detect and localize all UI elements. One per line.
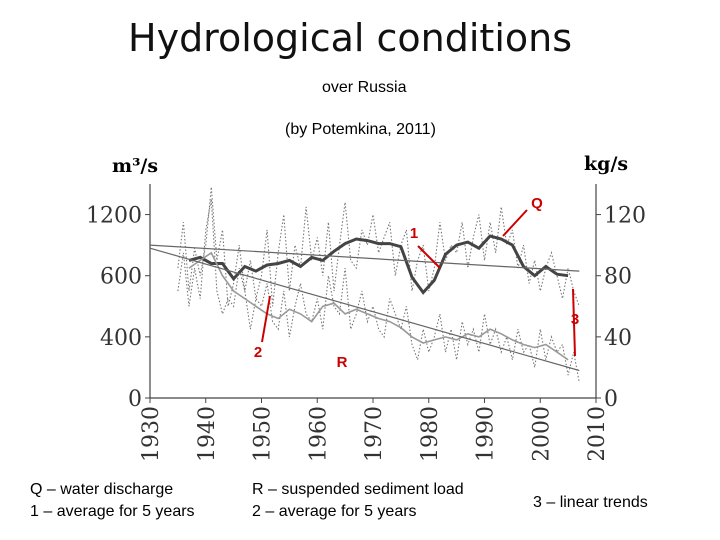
y-tick-label: 0 — [128, 387, 142, 412]
y2-axis-label: kg/s — [584, 153, 628, 175]
series-line-6 — [149, 247, 580, 372]
series-line-4 — [188, 251, 569, 361]
page-subtitle: over Russia — [322, 79, 407, 96]
x-tick-label: 1930 — [139, 406, 164, 460]
annotation-leader-3 — [572, 288, 576, 357]
annotation-label-2: 2 — [254, 344, 262, 361]
series-line-2 — [177, 199, 580, 383]
annotation-label-r: R — [337, 354, 348, 371]
x-tick-label: 1960 — [306, 406, 331, 460]
annotation-label-q: Q — [531, 195, 543, 212]
annotation-layer: Q 1 2 R 3 — [254, 195, 579, 371]
x-tick-label: 2000 — [529, 406, 554, 460]
x-tick-label: 1970 — [362, 406, 387, 460]
y2-tick-label: 40 — [604, 326, 632, 351]
x-tick-label: 2010 — [585, 406, 610, 460]
source-citation: (by Potemkina, 2011) — [285, 121, 436, 138]
annotation-leader-q — [502, 209, 528, 237]
x-tick-label: 1950 — [251, 406, 276, 460]
legend-note-q: Q – water discharge — [30, 481, 174, 498]
annotation-label-1: 1 — [410, 225, 418, 242]
annotation-leader-1 — [417, 245, 441, 269]
y-tick-label: 600 — [100, 265, 142, 290]
page-title: Hydrological conditions — [128, 16, 573, 60]
x-tick-label: 1990 — [474, 406, 499, 460]
y-axis-label: m³/s — [112, 155, 158, 177]
series-line-1 — [177, 187, 580, 307]
y-tick-label: 400 — [100, 326, 142, 351]
legend-note-r: R – suspended sediment load — [252, 481, 464, 498]
legend-note-middle: R – suspended sediment load 2 – average … — [252, 479, 464, 523]
series-line-3 — [188, 234, 569, 295]
annotation-label-3: 3 — [571, 311, 579, 328]
y2-tick-label: 80 — [604, 265, 632, 290]
annotation-leader-2 — [261, 295, 271, 343]
y-tick-label: 1200 — [86, 204, 142, 229]
x-tick-label: 1940 — [195, 406, 220, 460]
legend-note-3: 3 – linear trends — [533, 494, 648, 511]
x-tick-label: 1980 — [418, 406, 443, 460]
legend-note-1: 1 – average for 5 years — [30, 503, 195, 520]
series-layer — [149, 187, 580, 383]
y2-tick-label: 0 — [604, 387, 618, 412]
series-line-5 — [149, 244, 580, 272]
legend-note-2: 2 – average for 5 years — [252, 503, 417, 520]
y2-tick-label: 120 — [604, 204, 646, 229]
legend-note-left: Q – water discharge 1 – average for 5 ye… — [30, 479, 195, 523]
